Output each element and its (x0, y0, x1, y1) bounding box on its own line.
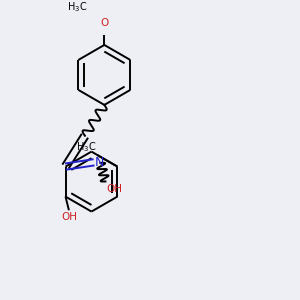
Text: N: N (95, 156, 104, 170)
Text: OH: OH (61, 212, 77, 222)
Text: H$_3$C: H$_3$C (76, 140, 97, 154)
Text: H$_3$C: H$_3$C (68, 0, 88, 14)
Text: OH: OH (106, 184, 122, 194)
Text: O: O (100, 18, 109, 28)
